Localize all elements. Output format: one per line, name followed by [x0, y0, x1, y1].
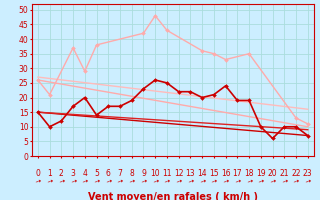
Text: ↗: ↗ [57, 178, 65, 186]
Text: ↗: ↗ [81, 178, 89, 186]
Text: ↗: ↗ [280, 178, 288, 186]
Text: ↗: ↗ [257, 178, 265, 186]
Text: ↗: ↗ [175, 178, 183, 186]
Text: ↗: ↗ [245, 178, 253, 186]
Text: ↗: ↗ [104, 178, 112, 186]
Text: ↗: ↗ [292, 178, 300, 186]
Text: ↗: ↗ [128, 178, 136, 186]
Text: ↗: ↗ [151, 178, 159, 186]
Text: ↗: ↗ [45, 178, 54, 186]
Text: ↗: ↗ [268, 178, 276, 186]
Text: ↗: ↗ [198, 178, 206, 186]
Text: ↗: ↗ [69, 178, 77, 186]
Text: ↗: ↗ [221, 178, 230, 186]
Text: ↗: ↗ [186, 178, 195, 186]
Text: ↗: ↗ [233, 178, 241, 186]
Text: ↗: ↗ [116, 178, 124, 186]
Text: ↗: ↗ [92, 178, 100, 186]
X-axis label: Vent moyen/en rafales ( km/h ): Vent moyen/en rafales ( km/h ) [88, 192, 258, 200]
Text: ↗: ↗ [34, 178, 42, 186]
Text: ↗: ↗ [210, 178, 218, 186]
Text: ↗: ↗ [140, 178, 148, 186]
Text: ↗: ↗ [304, 178, 312, 186]
Text: ↗: ↗ [163, 178, 171, 186]
